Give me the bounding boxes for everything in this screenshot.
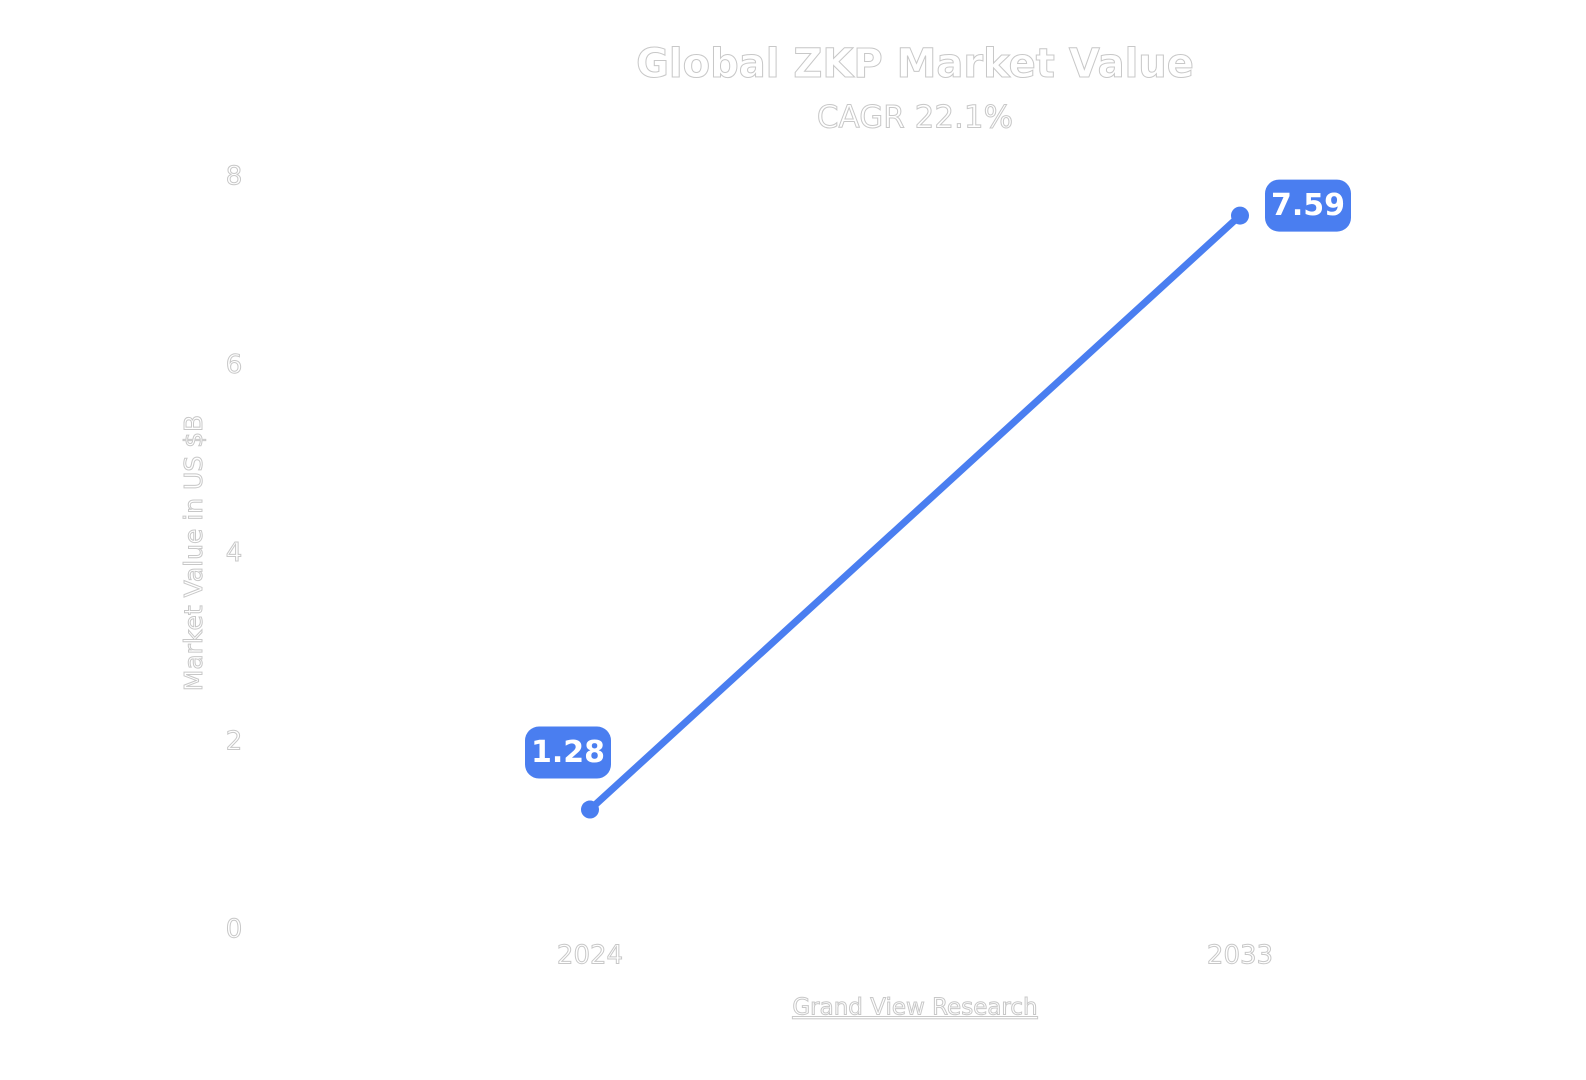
- x-tick-label: 2033: [1207, 941, 1273, 971]
- data-label: 1.28: [525, 726, 611, 779]
- point: [581, 800, 599, 819]
- y-tick-label: 8: [226, 162, 243, 192]
- chart-title: Global ZKP Market Value: [636, 41, 1194, 87]
- y-tick-label: 0: [226, 915, 243, 945]
- data-label-box: [1265, 179, 1351, 232]
- y-tick-label: 6: [226, 350, 243, 380]
- data-label: 7.59: [1265, 179, 1351, 232]
- data-label-text: 7.59: [1271, 188, 1345, 223]
- data-label-box: [525, 726, 611, 779]
- line: [586, 212, 1244, 814]
- x-tick-label: 2024: [557, 941, 623, 971]
- data-label-text: 1.28: [531, 735, 605, 770]
- y-tick-label: 4: [226, 538, 243, 568]
- source-link[interactable]: Grand View Research: [792, 994, 1038, 1021]
- y-tick-label: 2: [226, 726, 243, 756]
- point: [1231, 206, 1249, 225]
- y-axis-label: Market Value in US $B: [179, 415, 208, 691]
- chart-subtitle: CAGR 22.1%: [817, 100, 1013, 136]
